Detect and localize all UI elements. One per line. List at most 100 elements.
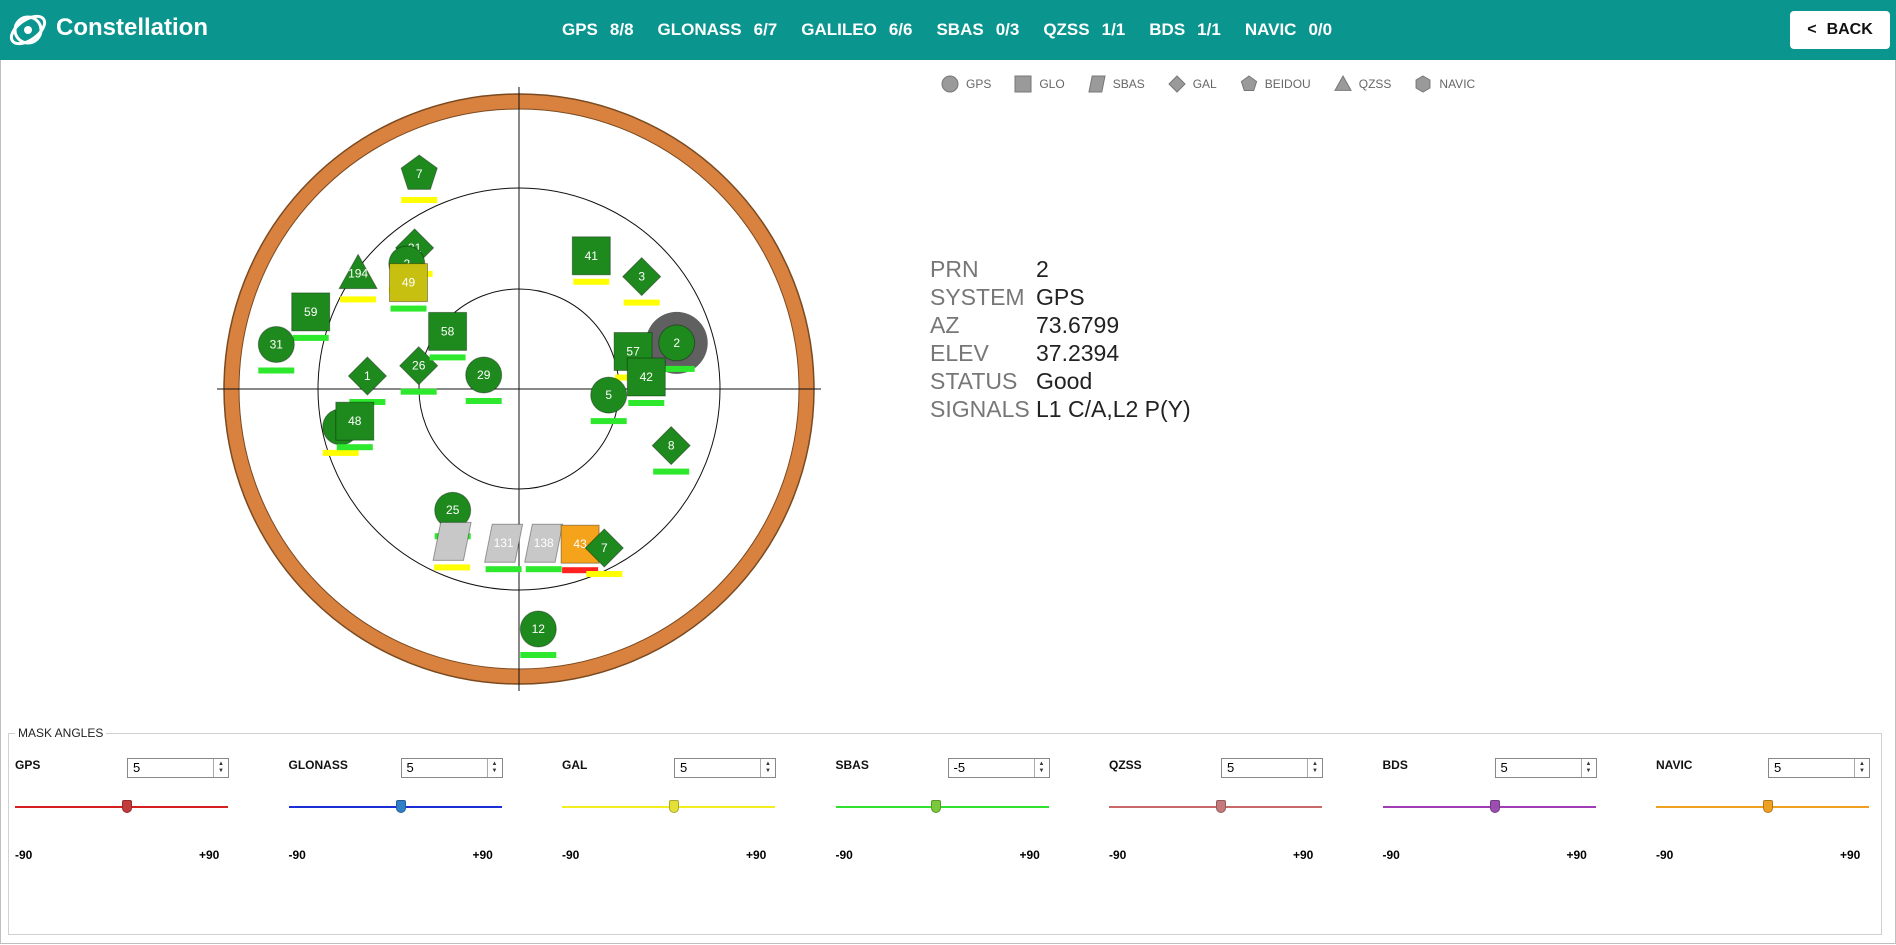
mask-angle-spinbox[interactable]: -5 ▲ ▼	[947, 758, 1050, 778]
satellite-prn: 41	[585, 249, 599, 263]
square-shape	[626, 357, 666, 397]
legend-label: GLO	[1039, 77, 1065, 91]
count-system: QZSS	[1043, 20, 1090, 39]
mask-slider-thumb[interactable]	[395, 800, 406, 813]
satellite-3[interactable]: 3	[621, 256, 662, 306]
mask-slider-thumb[interactable]	[1216, 800, 1227, 813]
mask-slider-thumb[interactable]	[669, 800, 680, 813]
spin-arrows-icon[interactable]: ▲ ▼	[760, 759, 775, 777]
spin-arrows-icon[interactable]: ▲ ▼	[486, 759, 502, 777]
count-value: 1/1	[1197, 20, 1221, 39]
legend-label: BEIDOU	[1264, 77, 1311, 91]
count-value: 0/0	[1308, 20, 1333, 39]
mask-slider-track[interactable]	[1656, 806, 1869, 808]
count-value: 6/6	[888, 20, 913, 39]
satellite-131[interactable]: 131	[483, 523, 524, 573]
spin-arrows-icon[interactable]: ▲ ▼	[213, 759, 228, 777]
satellite-8[interactable]: 8	[651, 425, 691, 475]
mask-slider-thumb[interactable]	[1763, 800, 1774, 813]
mask-glonass: GLONASS 5 ▲ ▼ -90 +90	[283, 748, 513, 918]
diamond-shape	[584, 528, 625, 568]
mask-angle-spinbox[interactable]: 5 ▲ ▼	[1768, 758, 1870, 778]
satellite-12[interactable]: 12	[519, 610, 557, 658]
spin-arrows-icon[interactable]: ▲ ▼	[1307, 759, 1322, 777]
satellite-29[interactable]: 29	[465, 356, 503, 404]
square-shape	[571, 236, 611, 276]
satellite-prn: 26	[412, 359, 426, 373]
satellite-49[interactable]: 49	[389, 263, 428, 312]
legend-item-navic: NAVIC	[1413, 74, 1475, 94]
mask-angle-value[interactable]: 5	[1774, 760, 1782, 775]
count-value: 0/3	[995, 20, 1020, 39]
mask-angles-title: MASK ANGLES	[15, 726, 107, 740]
satellite-41[interactable]: 41	[571, 236, 611, 285]
satellite-prn: 31	[270, 338, 284, 352]
signal-bar	[400, 388, 437, 395]
mask-slider-thumb[interactable]	[122, 800, 133, 813]
back-button-label: BACK	[1826, 21, 1873, 38]
info-key: PRN	[930, 256, 979, 282]
mask-angle-spinbox[interactable]: 5 ▲ ▼	[674, 758, 776, 778]
mask-angle-value[interactable]: 5	[406, 760, 414, 775]
satellite-7[interactable]: 7	[400, 154, 438, 203]
hexagon-shape	[1415, 75, 1431, 93]
satellite-58[interactable]: 58	[428, 311, 468, 361]
mask-label: SBAS	[835, 758, 869, 772]
mask-angle-spinbox[interactable]: 5 ▲ ▼	[1494, 758, 1597, 778]
spin-arrows-icon[interactable]: ▲ ▼	[1033, 759, 1049, 777]
mask-slider-track[interactable]	[835, 806, 1049, 808]
satellite-194[interactable]: 194	[338, 253, 378, 303]
count-sbas: SBAS 0/3	[936, 20, 1019, 40]
mask-slider-thumb[interactable]	[1489, 800, 1500, 813]
circle-shape	[519, 610, 557, 648]
mask-angle-value[interactable]: 5	[1227, 760, 1235, 775]
satellite-26[interactable]: 26	[398, 345, 439, 395]
mask-slider-thumb[interactable]	[931, 800, 942, 813]
count-system: SBAS	[936, 20, 984, 39]
mask-min-label: -90	[288, 848, 306, 862]
diamond-shape	[1167, 75, 1186, 93]
info-row-prn: PRN 2	[930, 256, 1191, 284]
constellation-logo-icon	[9, 14, 47, 46]
spin-arrows-icon[interactable]: ▲ ▼	[1580, 759, 1596, 777]
mask-slider-track[interactable]	[562, 806, 775, 808]
satellite-prn: 131	[494, 536, 514, 550]
back-button[interactable]: < BACK	[1790, 11, 1890, 49]
satellite-59[interactable]: 59	[291, 292, 331, 341]
mask-min-label: -90	[1382, 848, 1400, 862]
mask-slider-track[interactable]	[1382, 806, 1596, 808]
mask-bds: BDS 5 ▲ ▼ -90 +90	[1377, 748, 1607, 918]
mask-slider-track[interactable]	[1109, 806, 1322, 808]
satellite-31[interactable]: 31	[257, 326, 295, 374]
satellite-138[interactable]: 138	[524, 523, 564, 573]
satellite-48[interactable]: 48	[335, 401, 375, 451]
selected-satellite-info: PRN 2 SYSTEM GPS AZ 73.6799 ELEV 37.2394 STATUS G…	[930, 256, 1191, 424]
mask-slider-track[interactable]	[15, 806, 228, 808]
triangle-icon	[1333, 74, 1352, 91]
satellite-unlabeled[interactable]	[432, 521, 472, 571]
mask-max-label: +90	[1019, 848, 1040, 862]
satellite-prn: 58	[441, 324, 455, 338]
mask-angle-value[interactable]: -5	[953, 760, 966, 775]
mask-angle-spinbox[interactable]: 5 ▲ ▼	[1221, 758, 1323, 778]
signal-bar	[322, 449, 359, 456]
mask-max-label: +90	[199, 848, 220, 862]
mask-angle-spinbox[interactable]: 5 ▲ ▼	[400, 758, 503, 778]
satellite-7[interactable]: 7	[584, 528, 625, 577]
mask-angle-spinbox[interactable]: 5 ▲ ▼	[127, 758, 229, 778]
mask-angle-value[interactable]: 5	[133, 760, 141, 775]
satellite-42[interactable]: 42	[626, 357, 666, 406]
legend-item-sbas: SBAS	[1087, 74, 1145, 94]
mask-slider-track[interactable]	[288, 806, 502, 808]
spin-arrows-icon[interactable]: ▲ ▼	[1854, 759, 1869, 777]
signal-bar	[349, 399, 386, 405]
satellite-5[interactable]: 5	[590, 376, 628, 425]
count-value: 6/7	[753, 20, 778, 39]
satellite-1[interactable]: 1	[347, 356, 388, 405]
mask-angle-value[interactable]: 5	[1500, 760, 1508, 775]
legend: GPS GLO SBAS GAL BEIDOU QZSS NAVIC	[940, 74, 1497, 94]
triangle-shape	[1333, 74, 1352, 91]
signal-bar	[520, 652, 557, 658]
mask-angle-value[interactable]: 5	[680, 760, 688, 775]
parallelogram-shape	[483, 523, 524, 563]
